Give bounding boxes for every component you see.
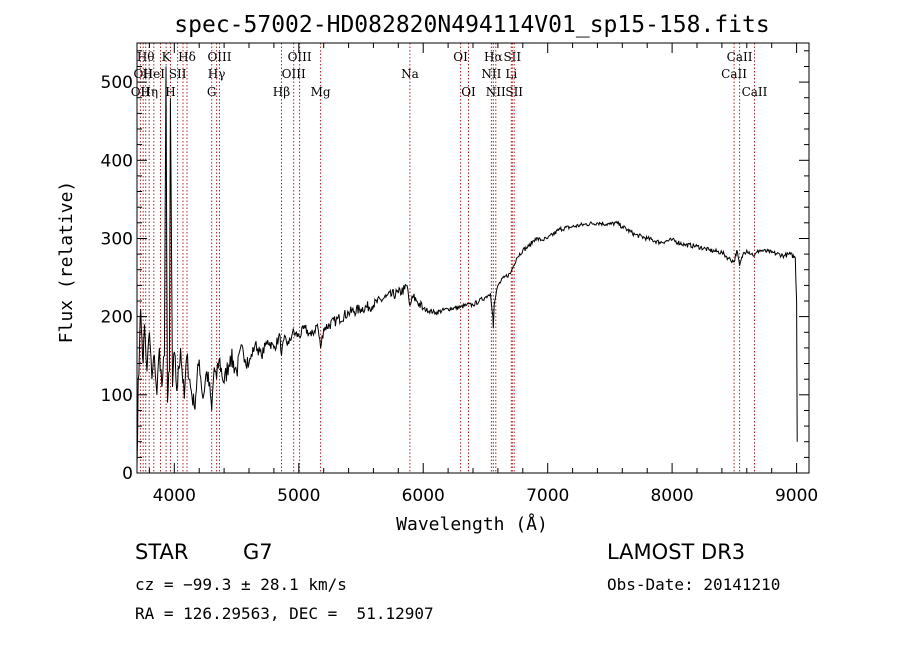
observation-date: Obs-Date: 20141210 (607, 575, 781, 594)
line-marker-label: CaII (742, 85, 768, 99)
y-tick-label: 300 (101, 230, 133, 250)
y-axis-label: Flux (relative) (56, 181, 77, 344)
line-marker-label: CaII (727, 50, 753, 64)
line-marker-label: OIII (288, 50, 312, 64)
line-marker-label: Hη (140, 85, 158, 99)
y-axis: 0 100 200 300 400 500 (101, 50, 809, 484)
line-marker-label: SII (505, 85, 523, 99)
y-tick-label: 500 (101, 73, 133, 93)
redshift-velocity: cz = −99.3 ± 28.1 km/s (135, 575, 347, 594)
chart-title: spec-57002-HD082820N494114V01_sp15-158.f… (174, 12, 769, 38)
y-tick-label: 400 (101, 151, 133, 171)
object-class: STAR (135, 540, 189, 564)
line-marker-label: Hθ (137, 50, 155, 64)
line-marker-label: NII (486, 85, 506, 99)
line-marker-label: OI (453, 50, 468, 64)
x-tick-label: 4000 (153, 486, 196, 506)
line-marker-label: K (162, 50, 172, 64)
survey-name: LAMOST DR3 (607, 540, 746, 564)
x-tick-label: 7000 (526, 486, 569, 506)
y-tick-label: 100 (101, 386, 133, 406)
line-marker-label: Na (401, 67, 419, 81)
line-markers: OIIOIIHθHηHeIKHSIIHδGHγOIIIHβOIIIOIIIMgN… (131, 43, 768, 473)
x-tick-label: 6000 (402, 486, 445, 506)
x-tick-label: 9000 (775, 486, 818, 506)
line-marker-label: CaII (721, 67, 747, 81)
line-marker-label: HeI (143, 67, 166, 81)
subclass: G7 (243, 540, 273, 564)
line-marker-label: H (165, 85, 175, 99)
line-marker-label: G (207, 85, 217, 99)
y-tick-label: 0 (122, 464, 133, 484)
plot-frame (136, 42, 810, 474)
coordinates: RA = 126.29563, DEC = 51.12907 (135, 604, 434, 623)
line-marker-label: NII (481, 67, 501, 81)
line-marker-label: Mg (311, 85, 331, 99)
line-marker-label: OIII (282, 67, 306, 81)
line-marker-label: OII (134, 67, 154, 81)
line-marker-label: SII (169, 67, 187, 81)
y-tick-label: 200 (101, 308, 133, 328)
line-marker-label: Hβ (273, 85, 290, 99)
line-marker-label: SII (503, 50, 521, 64)
x-axis-label: Wavelength (Å) (396, 513, 548, 535)
line-marker-label: OI (461, 85, 476, 99)
line-marker-label: Hδ (178, 50, 196, 64)
line-marker-label: Li (505, 67, 517, 81)
x-tick-label: 5000 (277, 486, 320, 506)
line-marker-label: Hγ (208, 67, 226, 81)
line-marker-label: Hα (484, 50, 503, 64)
line-marker-label: OIII (207, 50, 231, 64)
x-axis: 4000 5000 6000 7000 8000 9000 (148, 43, 818, 506)
spectrum-line (136, 66, 798, 466)
x-tick-label: 8000 (650, 486, 693, 506)
